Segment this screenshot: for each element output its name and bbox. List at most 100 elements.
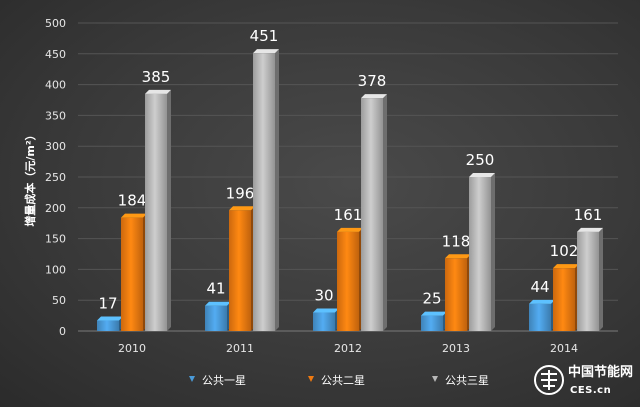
y-tick-label: 100 — [45, 263, 66, 276]
y-tick-label: 350 — [45, 109, 66, 122]
bar-top — [577, 227, 603, 232]
bar-top — [145, 89, 171, 94]
legend: 公共一星 公共二星 公共三星 — [189, 374, 489, 387]
legend-label: 公共三星 — [445, 374, 489, 387]
bar — [469, 173, 495, 331]
data-label: 118 — [442, 232, 471, 250]
watermark-logo-mark — [541, 370, 557, 390]
data-label: 184 — [118, 192, 147, 210]
watermark-logo-icon — [534, 365, 564, 395]
bar-front — [445, 258, 467, 331]
bar — [529, 299, 555, 331]
bar-front — [361, 98, 383, 331]
data-label: 102 — [550, 242, 579, 260]
legend-label: 公共二星 — [321, 374, 365, 387]
y-tick-label: 300 — [45, 140, 66, 153]
bar-front — [553, 268, 575, 331]
bar — [97, 316, 123, 331]
data-label: 25 — [422, 290, 441, 308]
bar-top — [313, 308, 339, 313]
data-label: 451 — [250, 27, 279, 45]
watermark-text-cn: 中国节能网 — [568, 364, 633, 380]
bar-front — [253, 53, 275, 332]
bar-front — [97, 320, 119, 331]
y-tick-label: 150 — [45, 233, 66, 246]
data-label: 161 — [334, 206, 363, 224]
bar-top — [337, 227, 363, 232]
bar-front — [145, 93, 167, 331]
legend-item: 公共一星 — [189, 374, 246, 387]
bar-top — [529, 299, 555, 304]
y-axis-label: 增量成本（元/m²） — [23, 129, 37, 226]
bar — [313, 308, 339, 331]
x-tick-label: 2012 — [334, 342, 362, 355]
y-tick-label: 500 — [45, 17, 66, 30]
watermark-text-en: CES.cn — [570, 385, 611, 396]
data-label: 161 — [574, 206, 603, 224]
bar-front — [313, 312, 335, 331]
y-axis-ticks: 0 50 100 150 200 250 300 350 400 450 500 — [45, 17, 66, 338]
bar-front — [469, 177, 491, 331]
bar-front — [577, 231, 599, 331]
watermark: 中国节能网 CES.cn — [534, 364, 633, 396]
bar-side — [383, 94, 387, 331]
bar — [253, 49, 279, 332]
bar-top — [97, 316, 123, 321]
bar-front — [529, 303, 551, 331]
bar — [553, 264, 579, 331]
bar-top — [421, 311, 447, 316]
bar — [145, 89, 171, 331]
bar-top — [253, 49, 279, 54]
legend-label: 公共一星 — [202, 374, 246, 387]
bar — [121, 213, 147, 331]
x-axis-ticks: 2010 2011 2012 2013 2014 — [118, 342, 578, 355]
bar-top — [469, 173, 495, 177]
bar-side — [167, 89, 171, 331]
bar-side — [275, 49, 279, 332]
bar-front — [121, 217, 143, 331]
bar-side — [491, 173, 495, 331]
bar-side — [599, 227, 603, 331]
x-tick-label: 2010 — [118, 342, 146, 355]
y-tick-label: 50 — [52, 294, 66, 307]
bar-front — [205, 305, 227, 331]
legend-item: 公共二星 — [308, 374, 365, 387]
data-label: 385 — [142, 68, 171, 86]
bar-top — [205, 301, 231, 306]
bar — [445, 254, 471, 331]
bar-top — [121, 213, 147, 218]
bar — [577, 227, 603, 331]
legend-marker — [308, 376, 314, 382]
bar-top — [553, 264, 579, 269]
data-label: 196 — [226, 184, 255, 202]
y-tick-label: 400 — [45, 79, 66, 92]
legend-item: 公共三星 — [432, 374, 489, 387]
x-tick-label: 2014 — [550, 342, 578, 355]
data-label: 41 — [206, 280, 225, 298]
x-tick-label: 2013 — [442, 342, 470, 355]
legend-marker — [189, 376, 195, 382]
bar — [421, 311, 447, 331]
bar-front — [421, 315, 443, 331]
data-label: 378 — [358, 72, 387, 90]
bar-front — [337, 231, 359, 331]
bar — [205, 301, 231, 331]
y-tick-label: 200 — [45, 202, 66, 215]
y-tick-label: 250 — [45, 171, 66, 184]
y-tick-label: 0 — [59, 325, 66, 338]
bar — [361, 94, 387, 331]
bar-front — [229, 210, 251, 331]
data-label: 30 — [314, 287, 333, 305]
bar-top — [361, 94, 387, 99]
y-tick-label: 450 — [45, 48, 66, 61]
bar-top — [229, 206, 255, 211]
bar — [337, 227, 363, 331]
bar-top — [445, 254, 471, 259]
data-label: 250 — [466, 151, 495, 169]
bar — [229, 206, 255, 331]
legend-marker — [432, 376, 438, 382]
x-tick-label: 2011 — [226, 342, 254, 355]
data-label: 44 — [530, 278, 549, 296]
